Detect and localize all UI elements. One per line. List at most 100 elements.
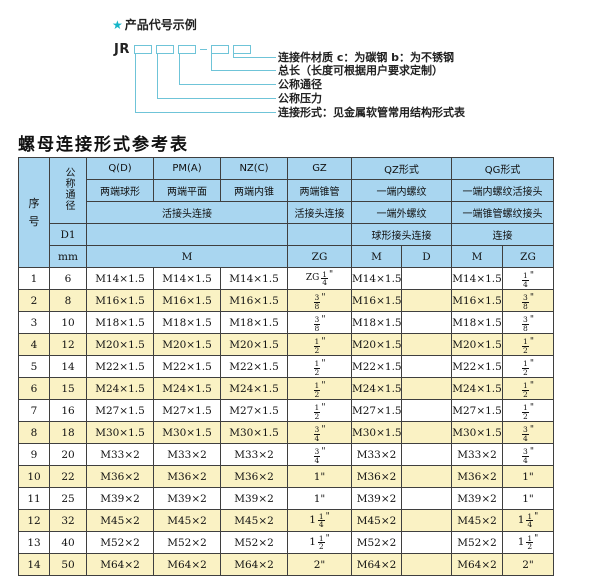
cell-pma-m: M24×1.5 xyxy=(153,377,221,400)
product-code-string: JR xyxy=(114,40,255,58)
header-qz-desc2: 一端外螺纹 xyxy=(350,201,453,224)
cell-qg-m: M45×2 xyxy=(451,509,504,532)
code-separator-dash xyxy=(199,48,207,50)
table-row: 11 25 M39×2 M39×2 M39×2 1" M39×2 M39×2 1" xyxy=(18,487,555,510)
cell-bore: 10 xyxy=(49,311,87,334)
cell-gz-zg: 1 2 " xyxy=(287,355,352,378)
cell-seq: 1 xyxy=(18,267,50,290)
annotation-nominal-bore: 公称通径 xyxy=(278,78,322,91)
header-qg-desc3: 连接 xyxy=(451,223,555,246)
cell-nzc-m: M22×1.5 xyxy=(220,355,288,378)
header-pma-desc: 两端平面 xyxy=(153,179,221,202)
cell-qz-m: M30×1.5 xyxy=(351,421,402,444)
header-unit-qg-zg: ZG xyxy=(502,245,555,268)
cell-qz-m: M16×1.5 xyxy=(351,289,402,312)
cell-qd-m: M39×2 xyxy=(86,487,154,510)
cell-seq: 12 xyxy=(18,509,50,532)
cell-qg-zg: 1 1 2 " xyxy=(502,531,555,554)
cell-nzc-m: M64×2 xyxy=(220,553,288,576)
header-d1: D1 xyxy=(49,223,87,246)
annotation-connection-type: 连接形式：见金属软管常用结构形式表 xyxy=(278,106,465,119)
cell-qg-zg: 3 4 " xyxy=(502,421,555,444)
cell-seq: 2 xyxy=(18,289,50,312)
code-slot-1 xyxy=(133,44,152,54)
cell-nzc-m: M14×1.5 xyxy=(220,267,288,290)
header-nzc-desc: 两端内锥 xyxy=(220,179,288,202)
table-row: 10 22 M36×2 M36×2 M36×2 1" M36×2 M36×2 1" xyxy=(18,465,555,488)
cell-gz-zg: 3 4 " xyxy=(287,421,352,444)
header-gz-blank xyxy=(287,223,352,246)
header-qd-desc: 两端球形 xyxy=(86,179,154,202)
header-group-qd: Q(D) xyxy=(86,157,154,180)
cell-qg-zg: 1" xyxy=(502,465,555,488)
cell-seq: 13 xyxy=(18,531,50,554)
cell-bore: 8 xyxy=(49,289,87,312)
cell-qz-d xyxy=(400,377,453,400)
cell-qg-m: M20×1.5 xyxy=(451,333,504,356)
cell-qz-d xyxy=(400,553,453,576)
cell-gz-zg: 3 8 " xyxy=(287,289,352,312)
table-row: 5 14 M22×1.5 M22×1.5 M22×1.5 1 2 " M22×1.5 M22×1.… xyxy=(18,355,555,378)
table-title: 螺母连接形式参考表 xyxy=(18,135,189,155)
cell-qz-d xyxy=(400,399,453,422)
cell-nzc-m: M36×2 xyxy=(220,465,288,488)
cell-seq: 6 xyxy=(18,377,50,400)
header-group-nzc: NZ(C) xyxy=(220,157,288,180)
cell-seq: 9 xyxy=(18,443,50,466)
cell-qd-m: M36×2 xyxy=(86,465,154,488)
cell-qz-d xyxy=(400,443,453,466)
cell-pma-m: M30×1.5 xyxy=(153,421,221,444)
cell-qz-d xyxy=(400,531,453,554)
header-group-gz: GZ xyxy=(287,157,352,180)
cell-nzc-m: M52×2 xyxy=(220,531,288,554)
cell-bore: 50 xyxy=(49,553,87,576)
table-row: 1 6 M14×1.5 M14×1.5 M14×1.5 ZG 1 4 " M14×1.5 M14×1… xyxy=(18,267,555,290)
cell-qz-m: M20×1.5 xyxy=(351,333,402,356)
header-seq-line1: 序 xyxy=(28,196,40,210)
cell-qz-d xyxy=(400,333,453,356)
table-row: 3 10 M18×1.5 M18×1.5 M18×1.5 3 8 " M18×1.5 M18×1.… xyxy=(18,311,555,334)
product-code-title: ★ 产品代号示例 xyxy=(112,18,197,32)
header-qz-desc1: 一端内螺纹 xyxy=(350,179,453,202)
product-code-title-text: 产品代号示例 xyxy=(124,18,197,32)
cell-seq: 14 xyxy=(18,553,50,576)
cell-bore: 6 xyxy=(49,267,87,290)
cell-bore: 15 xyxy=(49,377,87,400)
cell-qg-zg: 1 2 " xyxy=(502,377,555,400)
cell-qd-m: M20×1.5 xyxy=(86,333,154,356)
cell-qd-m: M27×1.5 xyxy=(86,399,154,422)
cell-gz-zg: ZG 1 4 " xyxy=(287,267,352,290)
cell-qg-m: M18×1.5 xyxy=(451,311,504,334)
cell-qz-m: M36×2 xyxy=(351,465,402,488)
cell-qd-m: M52×2 xyxy=(86,531,154,554)
cell-qz-m: M18×1.5 xyxy=(351,311,402,334)
cell-pma-m: M16×1.5 xyxy=(153,289,221,312)
header-unit-gz: ZG xyxy=(287,245,352,268)
cell-seq: 5 xyxy=(18,355,50,378)
cell-qz-d xyxy=(400,267,453,290)
cell-nzc-m: M39×2 xyxy=(220,487,288,510)
cell-qg-zg: 1 2 " xyxy=(502,355,555,378)
cell-pma-m: M14×1.5 xyxy=(153,267,221,290)
cell-qg-m: M52×2 xyxy=(451,531,504,554)
cell-qg-m: M39×2 xyxy=(451,487,504,510)
header-row-desc1: 两端球形 两端平面 两端内锥 两端锥管 一端内螺纹 一端内螺纹活接头 xyxy=(19,179,555,202)
header-qg-desc2: 一端锥管螺纹接头 xyxy=(451,201,555,224)
table-row: 13 40 M52×2 M52×2 M52×2 1 1 2 " M52×2 M52×2 1 1 2 " xyxy=(18,531,555,554)
code-slot-3 xyxy=(177,44,196,54)
cell-qz-m: M52×2 xyxy=(351,531,402,554)
cell-pma-m: M45×2 xyxy=(153,509,221,532)
cell-nzc-m: M27×1.5 xyxy=(220,399,288,422)
cell-qz-d xyxy=(400,487,453,510)
cell-qz-m: M45×2 xyxy=(351,509,402,532)
cell-bore: 16 xyxy=(49,399,87,422)
cell-qz-m: M39×2 xyxy=(351,487,402,510)
cell-qg-zg: 1 4 " xyxy=(502,267,555,290)
nut-connection-table: 序 号 公称通径 Q(D) PM(A) NZ(C) GZ QZ形式 QG形式 两… xyxy=(18,157,555,576)
table-row: 14 50 M64×2 M64×2 M64×2 2" M64×2 M64×2 2" xyxy=(18,553,555,576)
cell-bore: 14 xyxy=(49,355,87,378)
table-row: 9 20 M33×2 M33×2 M33×2 3 4 " M33×2 M33×2 3 4 " xyxy=(18,443,555,466)
header-row-d1: D1 球形接头连接 连接 xyxy=(19,223,555,246)
header-qz-desc3: 球形接头连接 xyxy=(350,223,453,246)
cell-pma-m: M36×2 xyxy=(153,465,221,488)
